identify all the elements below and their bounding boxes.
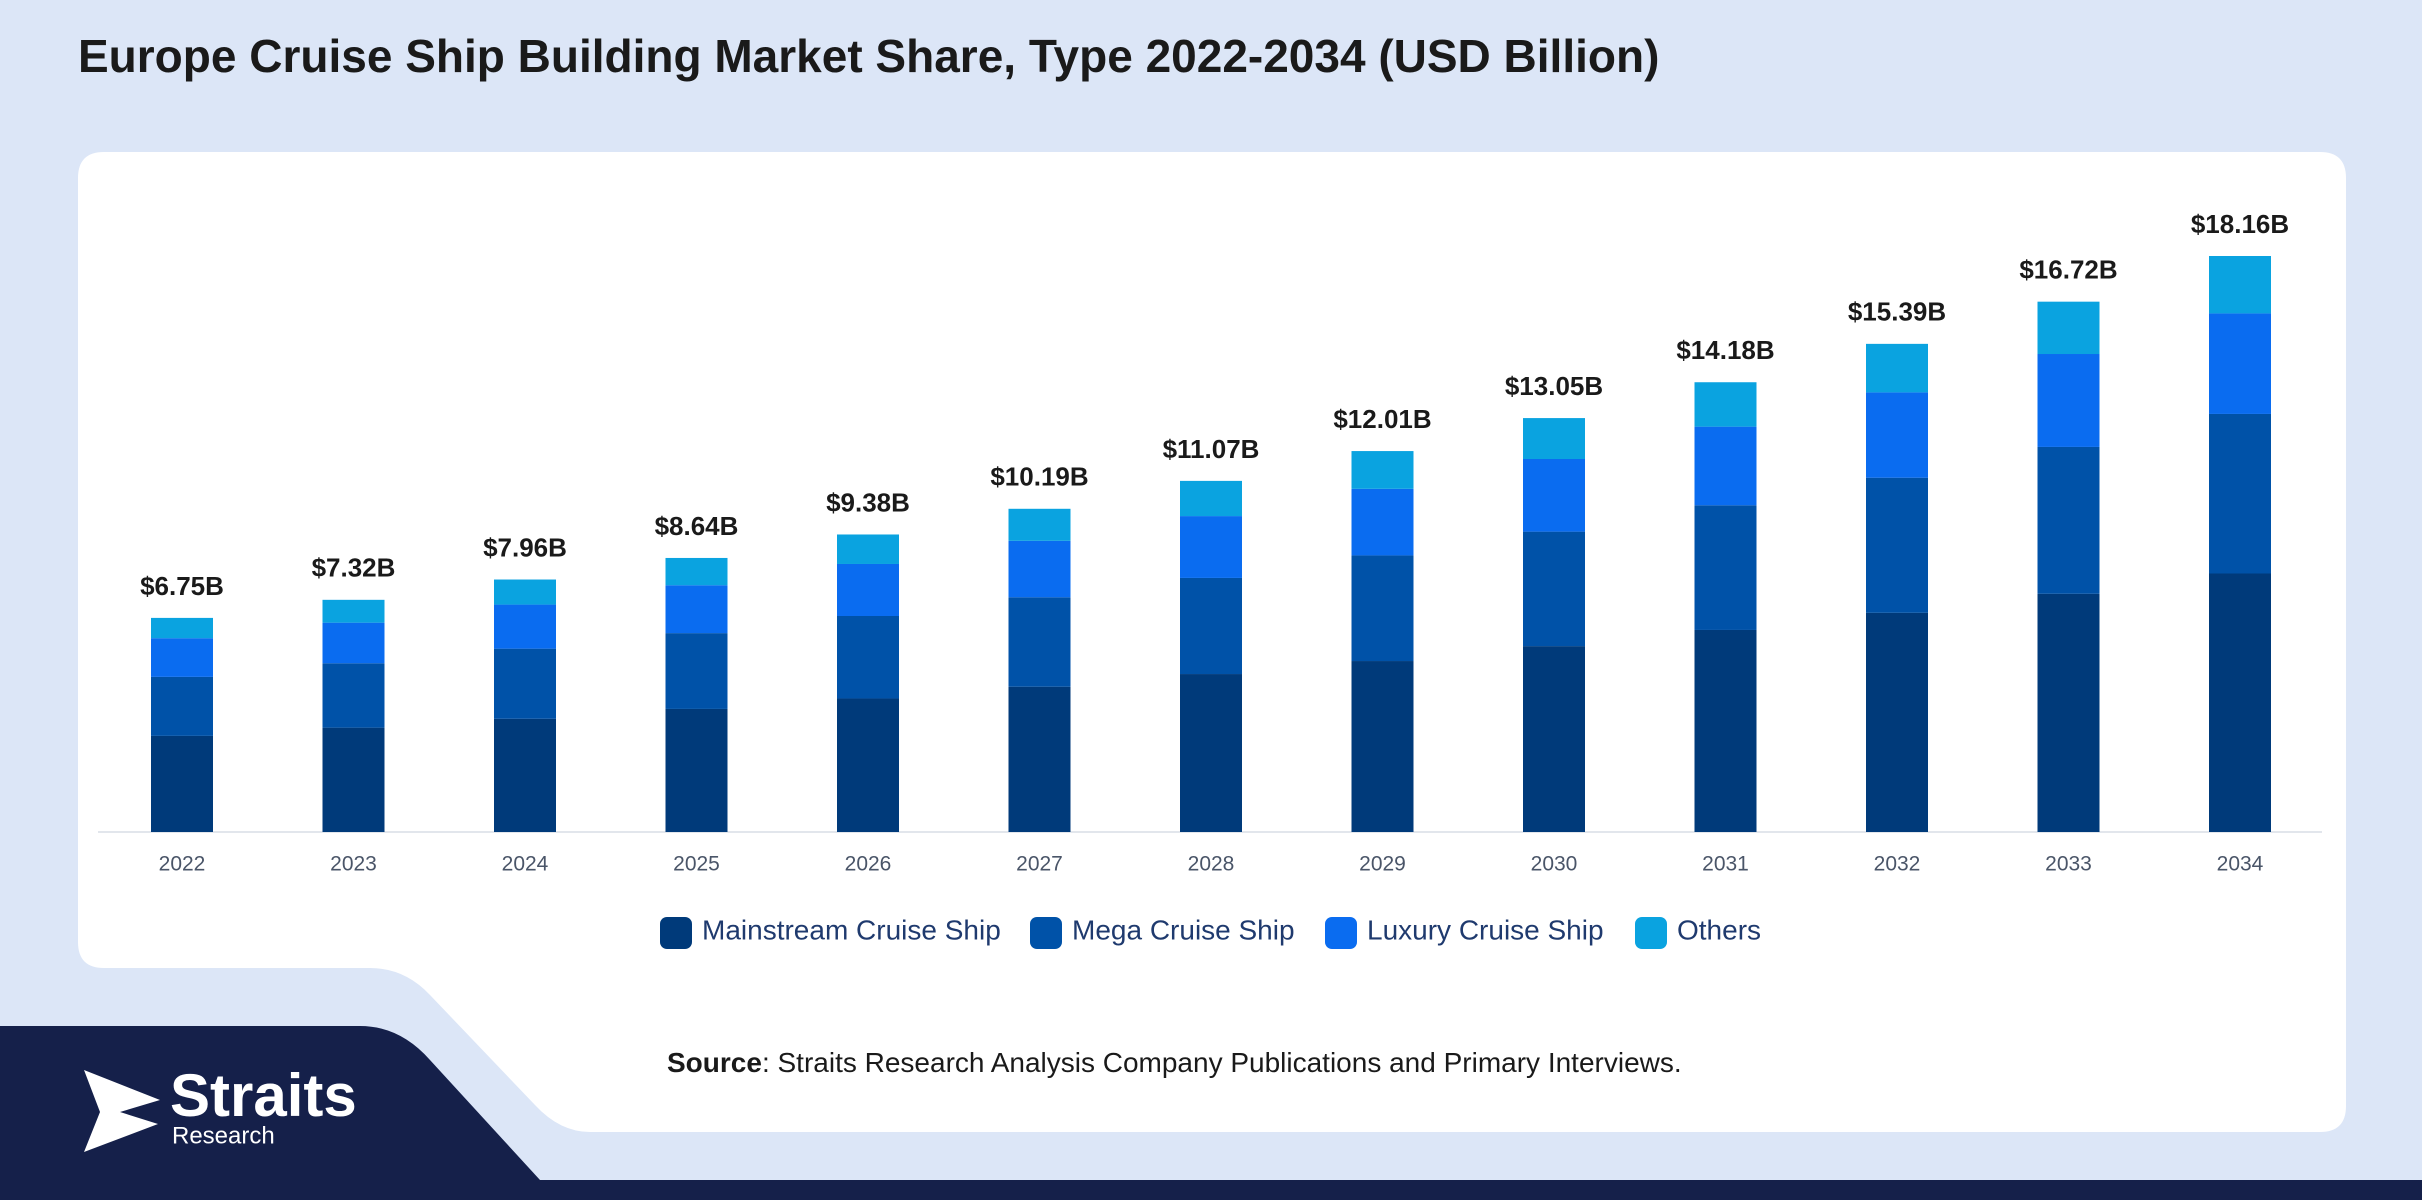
bar-segment <box>1008 686 1071 832</box>
total-label: $13.05B <box>1505 371 1603 401</box>
bar-segment <box>2037 593 2100 832</box>
bar-segment <box>2209 256 2271 314</box>
bar-segment <box>1008 540 1071 598</box>
total-label: $10.19B <box>990 462 1088 492</box>
bar-segment <box>837 534 899 564</box>
bar-segment <box>837 616 899 699</box>
total-label: $9.38B <box>826 487 910 517</box>
bar-segment <box>494 718 556 832</box>
bar-segment <box>151 638 213 677</box>
total-label: $16.72B <box>2019 255 2117 285</box>
total-label: $7.32B <box>312 553 396 583</box>
bar-segment <box>1866 392 1928 478</box>
source-text: Source: Straits Research Analysis Compan… <box>667 1047 1682 1078</box>
bar-segment <box>2037 446 2100 594</box>
x-tick-label: 2030 <box>1531 853 1578 876</box>
bar-segment <box>1180 577 1242 675</box>
bar-segment <box>1523 531 1585 647</box>
bar-segment <box>665 557 728 586</box>
bar-segment <box>837 563 899 616</box>
bar-segment <box>1694 505 1757 630</box>
bar-segment <box>494 648 556 719</box>
total-label: $18.16B <box>2191 209 2289 239</box>
bar-segment <box>1523 646 1585 832</box>
bar-segment <box>2209 573 2271 832</box>
bar-segment <box>322 663 385 728</box>
legend-label: Mainstream Cruise Ship <box>702 914 1001 945</box>
x-tick-label: 2025 <box>673 853 720 876</box>
legend-label: Others <box>1677 914 1761 945</box>
bar-segment <box>494 604 556 649</box>
total-label: $12.01B <box>1333 404 1431 434</box>
bar-segment <box>322 599 385 623</box>
total-label: $8.64B <box>655 511 739 541</box>
bar-segment <box>1523 458 1585 532</box>
bar-segment <box>1180 674 1242 832</box>
legend-swatch <box>1325 917 1357 949</box>
bar-segment <box>151 735 213 832</box>
x-tick-label: 2032 <box>1874 853 1921 876</box>
bar-segment <box>1180 516 1242 578</box>
bar-segment <box>837 698 899 832</box>
bar-segment <box>1351 661 1414 832</box>
bar-segment <box>2209 313 2271 414</box>
bar-segment <box>665 585 728 634</box>
bar-segment <box>665 633 728 709</box>
bar-segment <box>1694 426 1757 506</box>
total-label: $7.96B <box>483 532 567 562</box>
logo-sub: Research <box>172 1122 275 1149</box>
legend-swatch <box>1635 917 1667 949</box>
bar-segment <box>151 676 213 736</box>
legend-swatch <box>1030 917 1062 949</box>
legend-label: Luxury Cruise Ship <box>1367 914 1604 945</box>
source: Source: Straits Research Analysis Compan… <box>667 1047 1682 1078</box>
bar-segment <box>1008 508 1071 541</box>
bar-segment <box>1866 343 1928 393</box>
bar-segment <box>2037 301 2100 355</box>
legend-label: Mega Cruise Ship <box>1072 914 1295 945</box>
total-label: $6.75B <box>140 571 224 601</box>
x-tick-label: 2029 <box>1359 853 1406 876</box>
bar-segment <box>1180 480 1242 517</box>
bar-segment <box>1866 477 1928 613</box>
chart-title: Europe Cruise Ship Building Market Share… <box>78 30 1659 82</box>
bar-segment <box>1866 612 1928 832</box>
bar-segment <box>1351 555 1414 662</box>
bar-segment <box>665 708 728 832</box>
logo: Straits Research <box>84 1062 357 1152</box>
x-tick-label: 2034 <box>2217 853 2264 876</box>
x-tick-label: 2031 <box>1702 853 1749 876</box>
bar-segment <box>1351 451 1414 489</box>
footer-band <box>0 1026 2422 1200</box>
x-tick-label: 2028 <box>1188 853 1235 876</box>
bar-segment <box>151 617 213 639</box>
source-label: Source <box>667 1047 762 1078</box>
bar-segment <box>1523 418 1585 459</box>
x-tick-label: 2027 <box>1016 853 1063 876</box>
total-label: $11.07B <box>1163 434 1260 464</box>
bar-segment <box>2037 354 2100 447</box>
bar-segment <box>322 727 385 832</box>
bar-segment <box>1694 629 1757 832</box>
x-tick-label: 2022 <box>159 853 206 876</box>
legend-swatch <box>660 917 692 949</box>
source-body: : Straits Research Analysis Company Publ… <box>762 1047 1682 1078</box>
x-tick-label: 2026 <box>845 853 892 876</box>
total-label: $15.39B <box>1848 297 1946 327</box>
x-tick-label: 2024 <box>502 853 549 876</box>
bar-segment <box>1351 488 1414 556</box>
bar-segment <box>494 579 556 605</box>
logo-name: Straits <box>170 1062 357 1129</box>
bar-segment <box>2209 413 2271 574</box>
x-tick-label: 2023 <box>330 853 377 876</box>
bar-segment <box>322 622 385 664</box>
bar-segment <box>1008 597 1071 687</box>
bar-segment <box>1694 382 1757 427</box>
logo-icon <box>84 1070 160 1152</box>
x-tick-label: 2033 <box>2045 853 2092 876</box>
total-label: $14.18B <box>1676 335 1774 365</box>
